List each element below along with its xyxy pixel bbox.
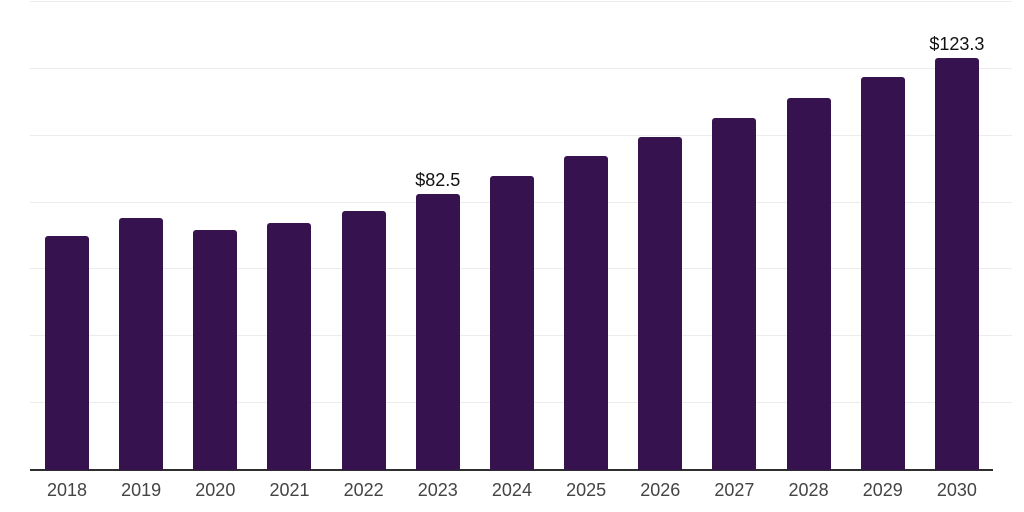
bar-2021	[267, 223, 312, 470]
x-tick-label-2030: 2030	[936, 480, 977, 500]
bar-2018	[45, 236, 89, 470]
x-tick-label-2018: 2018	[46, 480, 88, 500]
bar-2020	[193, 230, 238, 470]
bar-2019	[119, 218, 164, 470]
x-axis-labels: 2018 2019 2020 2021 2022 2023 2024 2025 2026 2027…	[45, 480, 979, 501]
bar-2029	[860, 77, 905, 470]
x-tick-label-2019: 2019	[121, 480, 162, 500]
x-tick-label-2024: 2024	[491, 480, 532, 500]
bar-2028	[786, 98, 831, 470]
bar-2026	[638, 137, 683, 470]
x-tick-label-2029: 2029	[862, 480, 903, 500]
data-label-2030: $123.3	[929, 34, 985, 54]
bar-2027	[712, 118, 757, 470]
x-tick-label-2021: 2021	[269, 480, 310, 500]
x-tick-label-2026: 2026	[640, 480, 681, 500]
x-tick-label-2027: 2027	[714, 480, 755, 500]
x-axis-line	[30, 469, 993, 471]
x-tick-label-2020: 2020	[195, 480, 236, 500]
gridline-100	[30, 134, 1012, 136]
x-tick-label-2022: 2022	[343, 480, 384, 500]
data-label-2023: $82.5	[415, 170, 461, 190]
bar-2023: $82.5	[415, 170, 460, 470]
x-tick-label-2025: 2025	[566, 480, 607, 500]
gridline-140	[30, 1, 1012, 2]
gridline-120	[30, 67, 1012, 69]
bars-container: $82.5 $123.3	[45, 2, 984, 470]
x-tick-label-2028: 2028	[788, 480, 829, 500]
bar-2022	[341, 211, 386, 470]
x-tick-label-2023: 2023	[417, 480, 458, 500]
bar-2030: $123.3	[929, 34, 984, 470]
bar-2024	[489, 176, 534, 470]
bar-2025	[564, 156, 609, 470]
